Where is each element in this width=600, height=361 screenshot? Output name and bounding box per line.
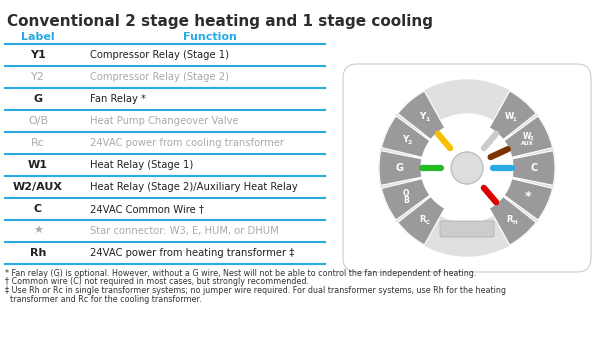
Wedge shape [382,116,430,157]
Circle shape [379,80,555,256]
Text: O/B: O/B [28,116,48,126]
Text: Rc: Rc [31,138,45,148]
Text: Star connector: W3, E, HUM, or DHUM: Star connector: W3, E, HUM, or DHUM [90,226,279,236]
Text: Heat Pump Changeover Valve: Heat Pump Changeover Valve [90,116,239,126]
Text: B: B [403,196,409,205]
Text: transformer and Rc for the cooling transformer.: transformer and Rc for the cooling trans… [5,295,202,304]
Circle shape [413,114,521,222]
Text: 1: 1 [512,117,516,122]
Text: R: R [419,214,426,223]
Text: 24VAC power from heating transformer ‡: 24VAC power from heating transformer ‡ [90,248,295,258]
FancyBboxPatch shape [440,221,494,237]
Wedge shape [398,91,445,140]
Text: 2: 2 [408,140,412,145]
Text: 24VAC power from cooling transformer: 24VAC power from cooling transformer [90,138,284,148]
Wedge shape [490,91,536,140]
Text: W2/AUX: W2/AUX [13,182,63,192]
Text: Compressor Relay (Stage 1): Compressor Relay (Stage 1) [90,50,229,60]
Text: G: G [396,163,404,173]
Text: * Fan relay (G) is optional. However, without a G wire, Nest will not be able to: * Fan relay (G) is optional. However, wi… [5,269,476,278]
Text: 24VAC Common Wire †: 24VAC Common Wire † [90,204,204,214]
Text: Rh: Rh [30,248,46,258]
Wedge shape [504,116,553,157]
Text: *: * [524,190,531,203]
Text: Y1: Y1 [30,50,46,60]
Text: Fan Relay *: Fan Relay * [90,94,146,104]
Text: C: C [530,163,538,173]
Text: 2: 2 [530,136,533,142]
Text: Heat Relay (Stage 2)/Auxiliary Heat Relay: Heat Relay (Stage 2)/Auxiliary Heat Rela… [90,182,298,192]
Text: Y2: Y2 [31,72,45,82]
Text: Function: Function [183,32,237,42]
Wedge shape [504,179,553,220]
Text: Label: Label [21,32,55,42]
Text: Heat Relay (Stage 1): Heat Relay (Stage 1) [90,160,193,170]
Text: ‡ Use Rh or Rc in single transformer systems; no jumper wire required. For dual : ‡ Use Rh or Rc in single transformer sys… [5,286,506,295]
Text: † Common wire (C) not required in most cases, but strongly recommended.: † Common wire (C) not required in most c… [5,278,309,287]
Text: R: R [506,214,512,223]
Text: Conventional 2 stage heating and 1 stage cooling: Conventional 2 stage heating and 1 stage… [7,14,433,29]
FancyBboxPatch shape [343,64,591,272]
Wedge shape [398,196,445,245]
Wedge shape [490,196,536,245]
Wedge shape [379,151,422,186]
Text: Y: Y [419,113,426,122]
Text: O: O [403,188,409,197]
Text: C: C [34,204,42,214]
Text: AUX: AUX [521,142,534,147]
Text: Y: Y [402,135,409,144]
Wedge shape [382,179,430,220]
Text: H: H [512,219,517,225]
Text: ★: ★ [33,226,43,236]
Text: W: W [523,132,531,142]
Text: 1: 1 [425,117,430,122]
Text: G: G [34,94,43,104]
Circle shape [451,152,483,184]
Text: C: C [425,219,430,225]
Text: W: W [505,113,514,122]
Wedge shape [512,151,555,186]
Text: Compressor Relay (Stage 2): Compressor Relay (Stage 2) [90,72,229,82]
Text: W1: W1 [28,160,48,170]
